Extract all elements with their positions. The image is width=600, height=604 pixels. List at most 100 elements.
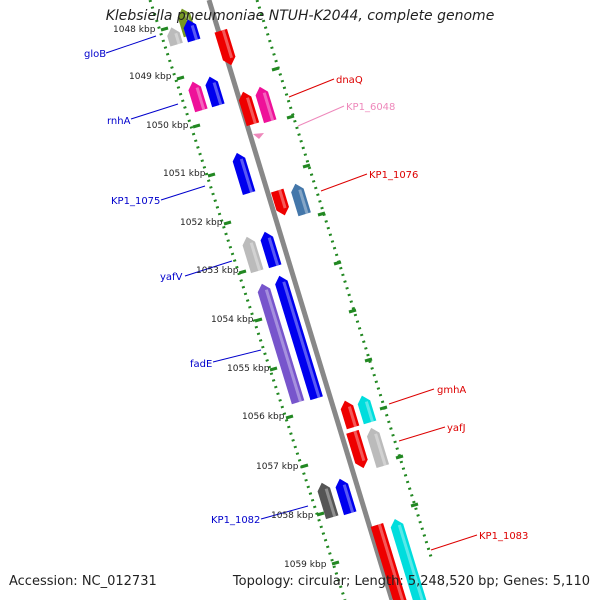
gene-steel[interactable] [289,182,311,217]
gene-gmhA-shape [340,400,360,430]
gene-labels: 1048 kbp 1049 kbp 1050 kbp 1051 kbp 1052… [84,25,528,570]
gene-KP1_1075[interactable] [231,151,256,195]
gene-grey-top-shape [167,27,183,47]
label-leader-line [320,173,368,192]
gene-grey-yafV[interactable] [241,235,264,274]
ruler-label: 1053 kbp [196,266,239,276]
label-leader-line [288,78,335,98]
gene-blue-fadE-shape [275,275,323,401]
ruler-tick [331,560,340,566]
gene-KP1_1082-shape [317,482,339,520]
ruler-label: 1049 kbp [129,72,172,82]
gene-label-KP1_1075[interactable]: KP1_1075 [111,196,160,207]
ruler-label: 1055 kbp [227,364,270,374]
gene-yafJ-shape [346,429,368,469]
label-leader-line [297,105,345,127]
gene-KP1_1082[interactable] [316,481,339,520]
gene-blue-fadE[interactable] [273,274,323,401]
label-leader-line [160,185,206,201]
ruler-tick [364,357,373,363]
gene-track [165,8,428,604]
ruler-tick [176,75,185,81]
ruler-label: 1054 kbp [211,315,254,325]
gene-label-gloB[interactable]: gloB [84,49,106,60]
gene-blue-yafV[interactable] [259,230,282,269]
gene-grey-top[interactable] [165,25,183,47]
label-leader-line [260,505,309,520]
gene-fadE-shape [257,283,305,405]
gene-red-bottom[interactable] [370,523,410,604]
ruler-label: 1048 kbp [113,25,156,35]
gene-cyan-gmhA-shape [357,395,377,425]
ruler-track [160,26,419,566]
genome-summary-text: Topology: circular; Length: 5,248,520 bp… [232,574,590,589]
ruler-tick [271,66,280,72]
ruler-label: 1056 kbp [242,412,285,422]
gene-red-top[interactable] [214,28,238,67]
ruler-label: 1058 kbp [271,511,314,521]
label-leader-line [430,534,478,551]
gene-label-rnhA[interactable]: rnhA [107,116,131,127]
gene-blue-yafV-shape [260,231,282,269]
gene-label-gmhA[interactable]: gmhA [437,385,466,396]
gene-pink-dnaQ[interactable] [254,85,277,124]
gene-label-KP1_1082[interactable]: KP1_1082 [211,515,260,526]
gene-blue-top-shape [183,19,201,43]
gene-KP1_1083[interactable] [389,517,428,604]
gene-blue-top[interactable] [182,18,201,43]
gene-red-bottom-shape [370,523,408,604]
gene-KP1_1083-shape [390,518,428,604]
ruler-tick [285,414,294,420]
gene-KP1_1076[interactable] [270,188,291,218]
label-leader-line [184,260,233,277]
gene-dnaQ-shape [238,91,260,127]
ruler-tick [160,26,169,32]
ruler-tick [207,172,216,178]
gene-rnhA[interactable] [186,80,208,113]
gene-gmhA[interactable] [339,399,360,430]
ruler-label: 1052 kbp [180,218,223,228]
gene-label-dnaQ[interactable]: dnaQ [336,75,363,86]
gene-label-yafV[interactable]: yafV [160,272,183,283]
ruler-label: 1050 kbp [146,121,189,131]
gene-pink-dnaQ-shape [255,86,277,124]
label-leader-line [398,426,446,442]
label-leader-line [388,388,435,405]
ruler-label: 1059 kbp [284,560,327,570]
gene-label-KP1_1076[interactable]: KP1_1076 [369,170,418,181]
ruler-tick [302,163,311,169]
ruler-tick [395,454,404,460]
gene-grey-yafJ-shape [366,427,390,469]
gene-blue-rnhA[interactable] [203,75,225,108]
label-leader-line [130,103,179,120]
ruler-tick [300,463,309,469]
gene-KP1_1076-shape [270,188,289,216]
gene-label-yafJ[interactable]: yafJ [447,423,466,434]
label-leader-line [212,349,262,363]
gene-grey-yafV-shape [242,236,264,274]
gene-cyan-gmhA[interactable] [356,394,377,425]
ruler-label: 1051 kbp [163,169,206,179]
gene-steel-shape [291,183,311,217]
label-leader-line [105,35,157,54]
accession-text: Accession: NC_012731 [9,574,157,589]
gene-blue-KP1_1082[interactable] [334,477,357,516]
label-leaders [105,35,478,551]
genome-backbone [206,0,395,601]
gene-KP1_6048[interactable] [253,133,264,139]
gene-dnaQ[interactable] [237,90,260,127]
ruler-tick [333,260,342,266]
ruler-tick [192,123,201,129]
gene-label-KP1_1083[interactable]: KP1_1083 [479,531,528,542]
gene-label-KP1_6048[interactable]: KP1_6048 [346,102,395,113]
gene-red-top-shape [214,28,236,66]
ruler-tick [317,211,326,217]
gene-fadE[interactable] [256,282,305,405]
ruler-tick [238,269,247,275]
ruler-tick [348,308,357,314]
gene-yafJ[interactable] [346,429,370,470]
gene-grey-yafJ[interactable] [365,426,390,469]
gene-label-fadE[interactable]: fadE [190,359,212,370]
